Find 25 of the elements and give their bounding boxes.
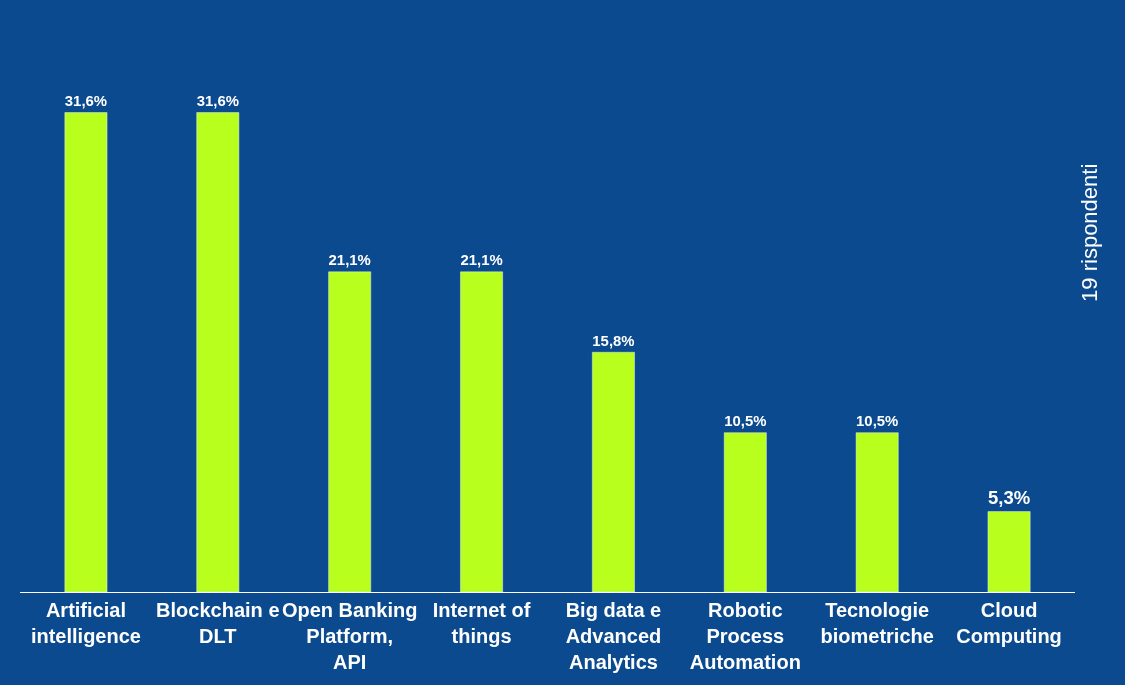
data-label: 31,6% — [196, 93, 239, 110]
x-tick-label: Big data e Advanced Analytics — [565, 599, 662, 673]
data-label: 21,1% — [460, 252, 503, 269]
bar — [987, 511, 1031, 592]
data-label: 31,6% — [64, 93, 108, 110]
data-label: 10,5% — [856, 413, 899, 430]
data-label: 21,1% — [328, 252, 371, 269]
bar — [592, 352, 635, 592]
x-tick-label: Artificial intelligence — [30, 599, 141, 647]
text: 19 rispondenti — [1077, 163, 1103, 302]
data-label: 10,5% — [724, 413, 767, 430]
x-tick-label: Tecnologie biometriche — [820, 599, 934, 647]
x-tick-label: Robotic Process Automation — [689, 599, 801, 673]
bar — [64, 112, 108, 592]
x-tick-label: Cloud Computing — [956, 599, 1062, 647]
x-tick-label: Blockchain e DLT — [156, 599, 280, 647]
bar — [460, 271, 503, 592]
x-tick-label: Open Banking Platform, API — [281, 599, 418, 673]
bar — [328, 271, 372, 592]
bar — [855, 432, 899, 592]
data-label: 5,3% — [987, 487, 1031, 509]
bar — [723, 432, 767, 592]
x-tick-label: Internet of things — [432, 599, 531, 647]
bar — [196, 112, 240, 592]
data-label: 15,8% — [592, 332, 635, 349]
